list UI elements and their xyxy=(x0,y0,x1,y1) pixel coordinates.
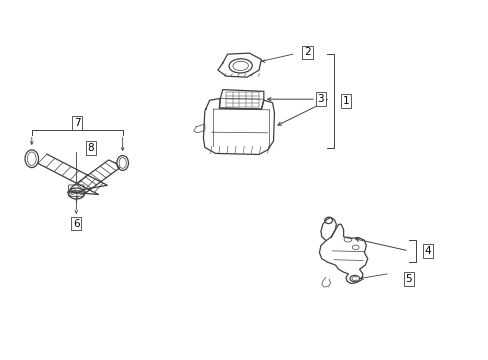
Text: 8: 8 xyxy=(87,143,94,153)
Text: 6: 6 xyxy=(73,219,80,229)
Text: 2: 2 xyxy=(304,48,310,57)
Text: 5: 5 xyxy=(405,274,411,284)
Text: 4: 4 xyxy=(424,246,430,256)
Text: 7: 7 xyxy=(74,118,81,128)
Text: 1: 1 xyxy=(342,96,348,106)
Text: 3: 3 xyxy=(317,94,324,104)
